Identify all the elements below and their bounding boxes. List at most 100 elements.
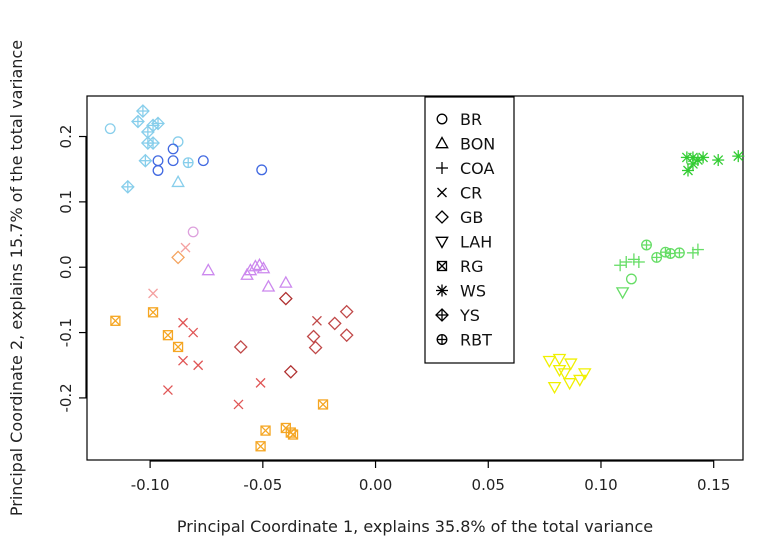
point-coa [687, 247, 699, 259]
point-gb [280, 293, 292, 305]
point-coa [614, 259, 626, 271]
point-cr [194, 361, 203, 370]
point-coa [692, 244, 704, 256]
series-rg [111, 308, 328, 451]
point-rg [319, 400, 328, 409]
point-gb [341, 306, 353, 318]
point-ys [152, 117, 164, 129]
y-tick-label: 0.0 [57, 255, 75, 279]
legend-label: YS [459, 306, 480, 325]
point-cr [181, 243, 190, 252]
legend-label: GB [460, 208, 483, 227]
plot-frame [87, 96, 743, 460]
legend-label: CR [460, 184, 482, 203]
point-gb [341, 329, 353, 341]
x-tick-label: 0.00 [359, 476, 392, 494]
point-cr [256, 378, 265, 387]
x-tick-label: -0.05 [243, 476, 282, 494]
point-bon [203, 264, 214, 274]
point-gb [235, 341, 247, 353]
point-ws [697, 151, 709, 163]
point-br [168, 156, 178, 166]
point-rg [163, 331, 172, 340]
point-br [627, 274, 637, 284]
x-tick-label: 0.10 [584, 476, 617, 494]
point-lah [565, 359, 576, 369]
point-br [173, 137, 183, 147]
point-rg [256, 442, 265, 451]
point-ys [137, 105, 149, 117]
point-br [153, 156, 163, 166]
point-cr [163, 386, 172, 395]
point-rbt [675, 248, 685, 258]
x-axis: -0.10 -0.05 0.00 0.05 0.10 0.15 [131, 460, 731, 494]
point-br [105, 124, 115, 134]
point-br [153, 166, 163, 176]
legend-label: RBT [460, 331, 492, 350]
point-ys [139, 155, 151, 167]
point-lah [617, 288, 628, 298]
point-rg [174, 342, 183, 351]
point-rg [261, 426, 270, 435]
point-lah [564, 379, 575, 389]
series-cr [149, 243, 322, 409]
x-tick-label: 0.15 [697, 476, 730, 494]
point-rbt [652, 253, 662, 263]
x-tick-label: 0.05 [472, 476, 505, 494]
point-bon [263, 281, 274, 291]
point-rbt [642, 240, 652, 250]
legend-marker [436, 285, 448, 297]
series-br [105, 124, 636, 284]
point-gb [308, 330, 320, 342]
point-cr [149, 289, 158, 298]
point-cr [234, 400, 243, 409]
series-bon [172, 176, 291, 291]
point-lah [549, 383, 560, 393]
point-rg [111, 316, 120, 325]
legend-label: BR [460, 110, 482, 129]
point-rbt [183, 158, 193, 168]
point-ws [682, 164, 694, 176]
point-coa [633, 256, 645, 268]
point-cr [189, 328, 198, 337]
point-ys [122, 181, 134, 193]
legend-marker [437, 335, 447, 345]
series-lah [544, 288, 629, 393]
y-axis-title: Principal Coordinate 2, explains 15.7% o… [7, 40, 26, 516]
point-coa [628, 253, 640, 265]
point-coa [620, 256, 632, 268]
point-gb [329, 317, 341, 329]
y-axis: -0.2 -0.1 0.0 0.1 0.2 [57, 125, 87, 413]
point-gb [310, 342, 322, 354]
y-tick-label: -0.2 [57, 383, 75, 412]
x-axis-title: Principal Coordinate 1, explains 35.8% o… [177, 517, 653, 536]
point-cr [312, 316, 321, 325]
point-ws [732, 150, 744, 162]
y-tick-label: -0.1 [57, 318, 75, 347]
legend-label: BON [460, 135, 495, 154]
point-br [257, 165, 267, 175]
y-tick-label: 0.2 [57, 125, 75, 149]
legend-label: COA [460, 159, 494, 178]
point-gb [172, 251, 184, 263]
series-ws [681, 150, 744, 176]
point-ys [132, 115, 144, 127]
point-cr [179, 318, 188, 327]
point-br [199, 156, 209, 166]
point-bon [172, 176, 183, 186]
series-ys [122, 105, 164, 193]
x-tick-label: -0.10 [131, 476, 170, 494]
point-cr [179, 356, 188, 365]
point-bon [280, 277, 291, 287]
y-tick-label: 0.1 [57, 190, 75, 214]
point-ws [712, 154, 724, 166]
legend-label: WS [460, 282, 486, 301]
series-gb [172, 251, 353, 377]
point-br [188, 227, 198, 237]
point-gb [285, 366, 297, 378]
point-rbt [666, 249, 676, 259]
legend-label: LAH [460, 233, 492, 252]
point-rg [149, 308, 158, 317]
legend: BR BON COA CR GB LAH RG WS YS RBT [425, 97, 514, 363]
